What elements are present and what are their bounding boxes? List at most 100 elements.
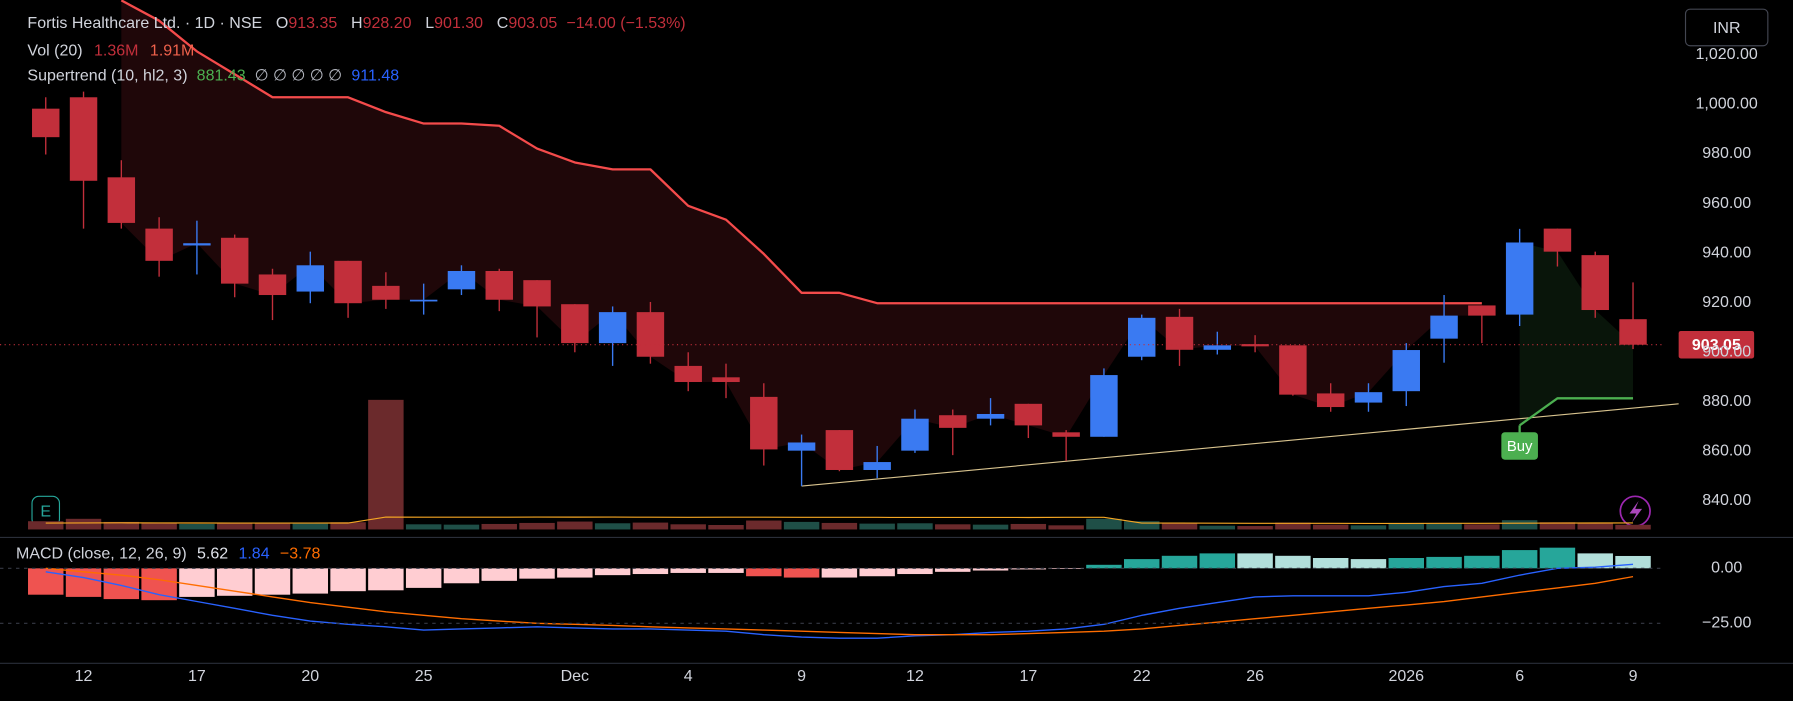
macd-histogram-bar [1350, 559, 1387, 569]
event-badge-label[interactable]: E [40, 504, 51, 521]
candle-body [1316, 393, 1345, 408]
volume-bar [405, 524, 442, 530]
candle-body [1392, 350, 1420, 392]
candle-body [863, 462, 891, 470]
macd-histogram-bar [292, 568, 329, 594]
y-tick-label: 980.00 [1702, 145, 1751, 162]
macd-histogram-bar [330, 568, 366, 592]
candle-body [750, 396, 778, 450]
volume-bar [65, 518, 102, 530]
macd-histogram-bar [1010, 568, 1047, 570]
supertrend-title: Supertrend (10, hl2, 3) [27, 68, 187, 85]
candle-body [939, 415, 967, 428]
candle-body [1203, 345, 1232, 350]
macd-histogram-bar [28, 568, 64, 595]
candle-body [409, 299, 438, 302]
candle-body [1090, 375, 1118, 437]
candle-body [183, 243, 211, 246]
volume-bar [746, 520, 782, 530]
volume-bar [519, 522, 555, 530]
candle-body [598, 312, 627, 344]
macd-histogram-bar [519, 568, 555, 579]
volume-bar [1199, 525, 1236, 530]
volume-value: 1.91M [150, 43, 194, 60]
macd-histogram-bar [141, 568, 177, 601]
volume-bar [1350, 525, 1387, 530]
x-tick-label: 25 [415, 668, 433, 685]
macd-value: −3.78 [280, 546, 321, 563]
candle-body [145, 228, 173, 261]
ohlc-prefix: L [425, 15, 434, 32]
volume-bar [1086, 518, 1122, 530]
macd-value: 5.62 [197, 546, 228, 563]
candle-body [1581, 255, 1609, 311]
volume-bar [972, 524, 1009, 530]
macd-histogram-bar [405, 568, 442, 588]
volume-bar [708, 524, 744, 530]
supertrend-value: 881.43 [197, 68, 246, 85]
macd-y-tick-label: −25.00 [1702, 614, 1751, 631]
macd-legend: MACD (close, 12, 26, 9) 5.62 1.84 −3.78 [16, 546, 320, 563]
y-tick-label: 1,020.00 [1696, 46, 1758, 63]
volume-bar [1237, 526, 1273, 530]
volume-bar [481, 523, 517, 530]
macd-histogram-bar [972, 568, 1009, 571]
volume-bar [103, 521, 140, 530]
supertrend-fill [1519, 242, 1634, 426]
volume-bar [783, 521, 820, 530]
supertrend-line [1518, 397, 1634, 427]
candle-body [1619, 319, 1647, 345]
candle-body [296, 265, 325, 292]
y-tick-label: 860.00 [1702, 443, 1751, 460]
x-tick-label: 17 [1019, 668, 1037, 685]
candle-body [258, 274, 287, 296]
macd-histogram-bar [1275, 555, 1311, 569]
candle-body [787, 442, 816, 451]
x-tick-label: 9 [1629, 668, 1638, 685]
candle-body [636, 312, 665, 357]
macd-histogram-bar [783, 568, 820, 578]
x-tick-label: 17 [188, 668, 206, 685]
currency-button[interactable] [1684, 8, 1769, 47]
volume-bar [1426, 523, 1462, 530]
volume-bar [141, 522, 177, 530]
volume-bar [216, 522, 253, 530]
volume-bar [28, 521, 64, 530]
macd-histogram-bar [897, 568, 933, 575]
macd-histogram-bar [1388, 557, 1424, 569]
macd-histogram-bar [935, 568, 971, 572]
candle-body [1014, 403, 1043, 426]
volume-bar [594, 523, 631, 530]
macd-histogram-bar [1577, 553, 1613, 569]
x-tick-label: 12 [906, 668, 924, 685]
volume-bar [897, 523, 933, 530]
ohlc-value: 901.30 [434, 15, 483, 32]
volume-bar [1123, 521, 1160, 530]
buy-label: Buy [1507, 439, 1533, 455]
x-tick-label: 4 [684, 668, 693, 685]
macd-histogram-bar [1464, 555, 1500, 569]
x-tick-label: 22 [1133, 668, 1151, 685]
title: Fortis Healthcare Ltd. · 1D · NSE [27, 15, 262, 32]
candle-body [1543, 228, 1572, 252]
macd-histogram-bar [1237, 553, 1273, 569]
candle-body [825, 430, 854, 470]
ohlc-value: 913.35 [288, 15, 337, 32]
candle-body [1241, 344, 1269, 347]
supertrend-value: 911.48 [351, 68, 399, 85]
volume-legend: Vol (20) 1.36M 1.91M [27, 43, 194, 60]
macd-histogram-bar [557, 568, 593, 578]
macd-histogram-bar [632, 568, 669, 575]
candle-body [1165, 316, 1194, 350]
macd-histogram-bar [1161, 555, 1198, 569]
candle-body [674, 365, 702, 383]
candle-body [1430, 315, 1458, 339]
macd-histogram-bar [821, 568, 858, 578]
candle-body [1279, 345, 1307, 395]
supertrend-line [120, 0, 1482, 305]
volume-bar [557, 521, 593, 530]
candle-body [334, 260, 362, 304]
currency-label[interactable]: INR [1713, 20, 1741, 37]
ohlc-value: 903.05 [508, 15, 557, 32]
